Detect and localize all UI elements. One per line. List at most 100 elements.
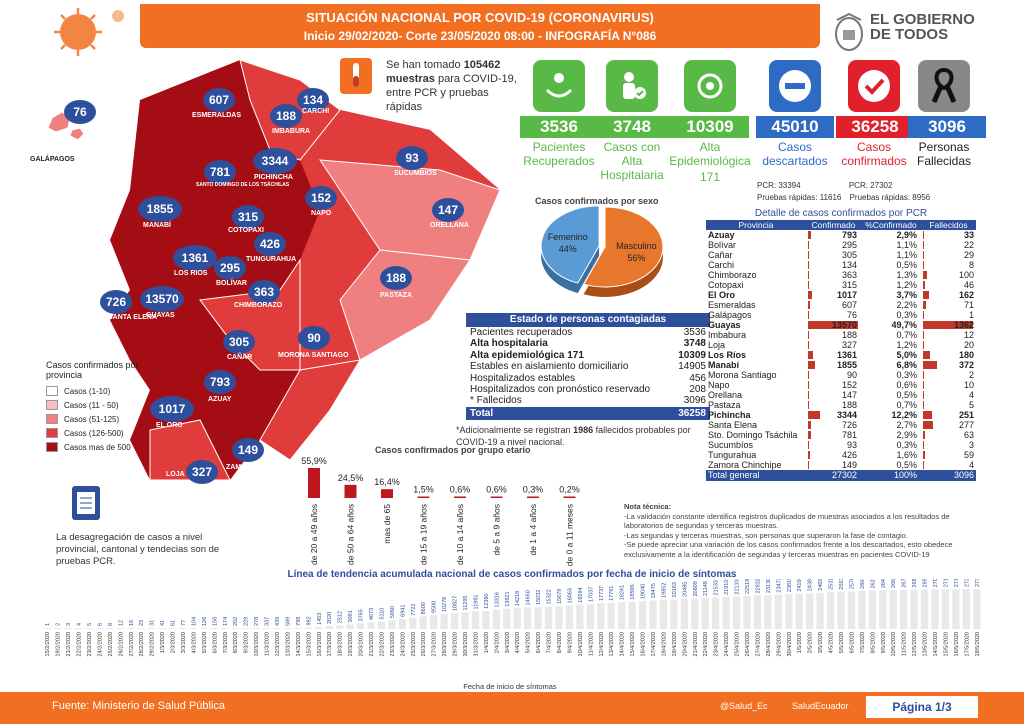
status-label: * Fallecidos — [470, 395, 522, 407]
cell-confirmed: 93 — [806, 440, 861, 450]
trend-date-label: 20/4/2020 — [682, 632, 688, 656]
province-row: Pichincha 3344 12,2% 251 — [706, 410, 976, 420]
trend-date-label: 10/3/2020 — [254, 632, 260, 656]
trend-bar — [701, 598, 709, 629]
cell-bar — [808, 361, 815, 369]
cell-bar — [808, 241, 810, 249]
trend-date-label: 27/3/2020 — [432, 632, 438, 656]
trend-date-label: 6/4/2020 — [536, 632, 542, 653]
twitter-handle[interactable]: @Salud_Ec — [720, 701, 768, 711]
cell-confirmed: 607 — [806, 300, 861, 310]
trend-date-label: 13/5/2020 — [923, 632, 929, 656]
trend-xlabel: Fecha de inicio de síntomas — [463, 682, 557, 691]
cell-province: Azuay — [708, 230, 735, 240]
trend-bar — [148, 628, 156, 629]
trend-date-label: 29/2/2020 — [150, 632, 156, 656]
cell-deaths: 20 — [921, 340, 976, 350]
trend-value: 589 — [285, 617, 291, 626]
note-number: 1986 — [573, 425, 594, 435]
map-bubble-orellana: 147 — [432, 198, 464, 222]
trend-value: 16594 — [578, 587, 584, 602]
cell-pct: 2,9% — [896, 230, 917, 240]
trend-bar — [847, 591, 856, 629]
pie-slice-femenino — [540, 205, 600, 284]
trend-date-label: 19/4/2020 — [672, 632, 678, 656]
trend-date-label: 10/4/2020 — [578, 632, 584, 656]
trend-value: 3765 — [359, 609, 365, 621]
map-bubble-pastaza: 188 — [380, 266, 412, 290]
cell-bar — [808, 281, 810, 289]
trend-chart-title: Línea de tendencia acumulada nacional de… — [287, 569, 737, 580]
trend-value: 19852 — [661, 583, 667, 598]
trend-date-label: 19/2/2020 — [56, 632, 62, 656]
cell-bar — [923, 251, 925, 259]
trend-date-label: 16/4/2020 — [641, 632, 647, 656]
probable-deaths-note: *Adicionalmente se registran 1986 fallec… — [456, 424, 716, 448]
trend-date-label: 1/5/2020 — [797, 632, 803, 653]
note-title: Nota técnica: — [624, 502, 672, 511]
cell-province: Tungurahua — [708, 450, 757, 460]
samples-prefix: Se han tomado — [386, 59, 461, 71]
trend-bar — [158, 628, 166, 629]
trend-bar — [743, 596, 751, 629]
trend-date-label: 18/3/2020 — [338, 632, 344, 656]
status-table-title: Estado de personas contagiadas — [466, 313, 710, 327]
status-row: Alta hospitalaria 3748 — [466, 338, 710, 349]
trend-value: 229 — [244, 617, 250, 626]
facebook-handle[interactable]: SaludEcuador — [792, 701, 849, 711]
cell-pct: 12,2% — [891, 410, 917, 420]
legend-label: Casos (11 - 50) — [64, 400, 119, 410]
trend-date-label: 29/4/2020 — [776, 632, 782, 656]
trend-value: 23472 — [776, 579, 782, 593]
trend-value: 13821 — [505, 591, 511, 606]
cell-bar — [808, 251, 810, 259]
map-label-morona-santiago: MORONA SANTIAGO — [278, 352, 349, 359]
status-total-value: 36258 — [678, 407, 706, 419]
map-label-napo: NAPO — [311, 210, 332, 217]
cell-bar — [808, 301, 811, 309]
trend-date-label: 28/4/2020 — [766, 632, 772, 656]
trend-value: 12 — [118, 620, 124, 626]
trend-value: 2020 — [327, 612, 333, 624]
age-bar — [454, 496, 466, 498]
cell-deaths: 59 — [921, 450, 976, 460]
cell-confirmed: 1361 — [806, 350, 861, 360]
cell-deaths: 3 — [921, 440, 976, 450]
cell-confirmed: 781 — [806, 430, 861, 440]
trend-value: 23 — [139, 620, 145, 626]
trend-bar — [544, 606, 553, 629]
trend-value: 26894 — [912, 579, 918, 588]
trend-bar — [732, 596, 741, 629]
trend-value: 14218 — [515, 591, 521, 606]
trend-value: 18596 — [630, 584, 636, 599]
cell-confirmed: 188 — [806, 400, 861, 410]
trend-date-label: 27/2/2020 — [129, 632, 135, 656]
cell-deaths: 5 — [921, 400, 976, 410]
trend-bar — [524, 607, 532, 629]
trend-bar — [116, 628, 124, 629]
cell-deaths: 4 — [921, 460, 976, 470]
virus-illustration — [54, 8, 124, 56]
total-confirmed: 27302 — [831, 470, 857, 480]
cell-bar — [808, 321, 858, 329]
trend-value: 11981 — [473, 595, 479, 610]
map-bubble-bolivar: 295 — [214, 256, 246, 280]
trend-date-label: 12/4/2020 — [599, 632, 605, 656]
trend-date-label: 9/5/2020 — [881, 632, 887, 653]
test-tube-icon — [340, 58, 372, 94]
trend-bar — [712, 597, 720, 629]
trend-date-label: 7/3/2020 — [223, 632, 229, 653]
cell-bar — [923, 451, 926, 459]
trend-bar — [419, 616, 427, 629]
province-row: Cañar 305 1,1% 29 — [706, 250, 976, 260]
trend-date-label: 6/3/2020 — [212, 632, 218, 653]
trend-date-label: 4/3/2020 — [191, 632, 197, 653]
trend-bar — [315, 626, 323, 629]
confirmed-icon — [848, 60, 900, 112]
trend-bar — [628, 601, 636, 629]
samples-count: 105462 — [463, 59, 501, 71]
stat-discarded: 45010 Casos descartados — [755, 60, 835, 168]
cell-province: Chimborazo — [708, 270, 757, 280]
trend-value: 19040 — [641, 584, 647, 599]
trend-date-label: 22/2/2020 — [77, 632, 83, 656]
